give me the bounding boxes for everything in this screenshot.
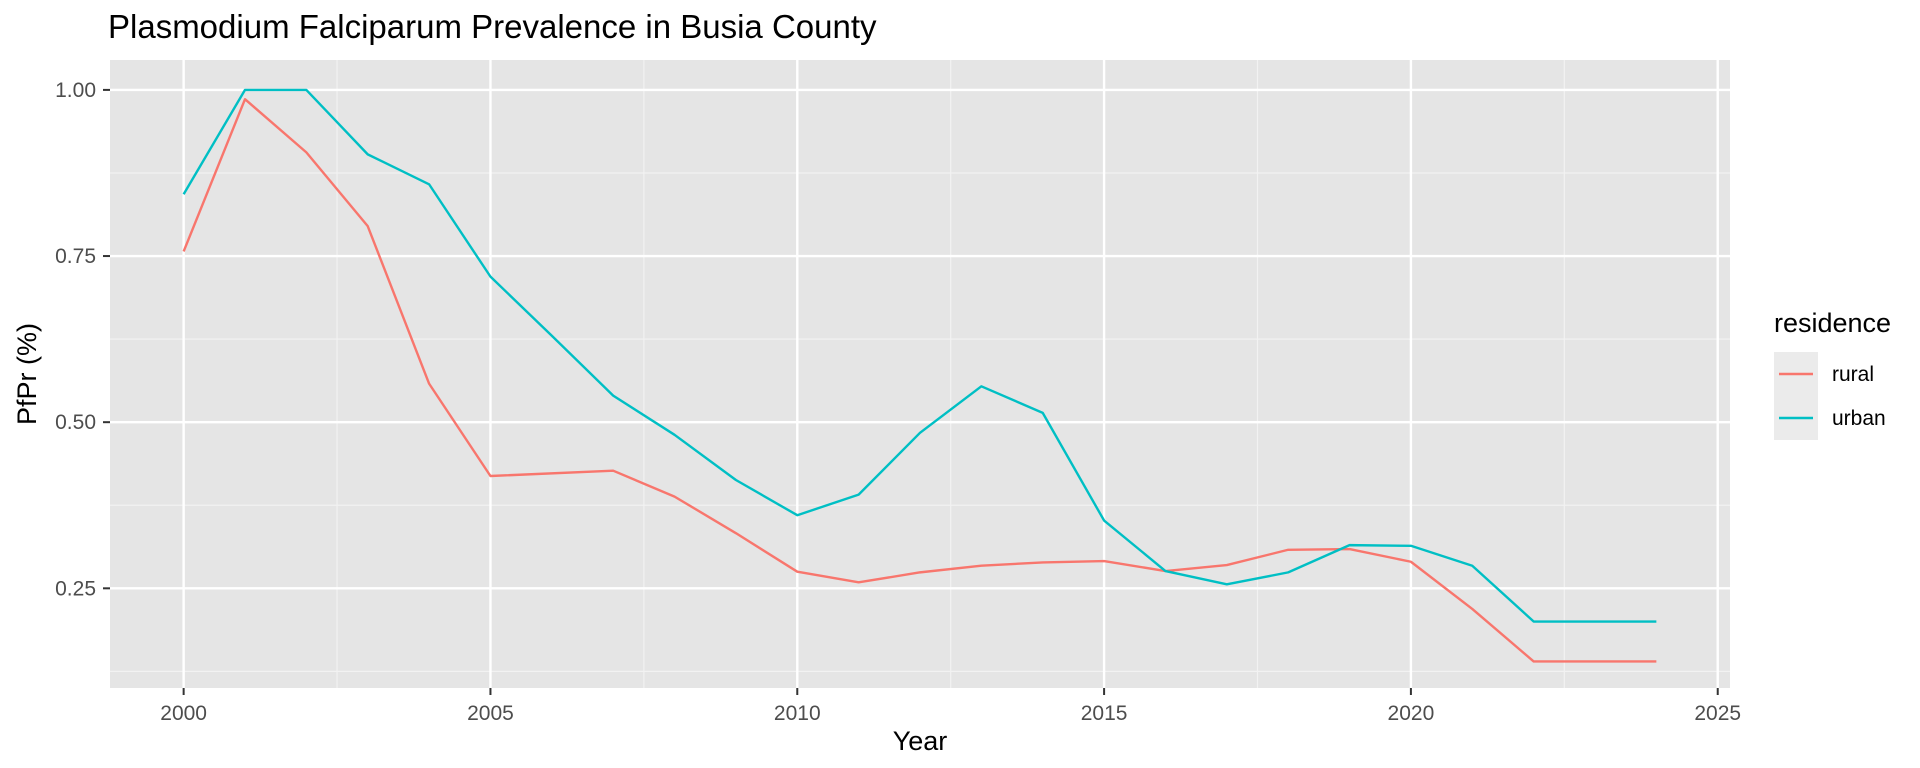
x-tick-label: 2010 — [774, 702, 821, 725]
x-tick-label: 2020 — [1388, 702, 1435, 725]
x-tick-label: 2005 — [467, 702, 514, 725]
x-axis: 2000 2005 2010 2015 2020 2025 — [160, 688, 1741, 725]
legend-items: rural urban — [1774, 352, 1886, 440]
series-line-rural — [182, 98, 1657, 663]
legend-title: residence — [1774, 308, 1891, 338]
y-tick-label: 1.00 — [55, 79, 96, 102]
x-tick-label: 2000 — [160, 702, 207, 725]
x-tick-label: 2025 — [1694, 702, 1741, 725]
x-axis-title: Year — [893, 726, 948, 756]
y-tick-label: 0.50 — [55, 411, 96, 434]
legend-label-urban: urban — [1832, 407, 1886, 430]
plot-panel — [110, 60, 1730, 688]
series-line-urban — [182, 88, 1657, 623]
y-axis: 0.25 0.50 0.75 1.00 — [55, 79, 110, 600]
major-gridlines — [110, 60, 1730, 688]
legend-label-rural: rural — [1832, 363, 1874, 386]
legend: residence rural urban — [1774, 308, 1891, 440]
y-axis-title: PfPr (%) — [12, 323, 42, 425]
x-tick-label: 2015 — [1081, 702, 1128, 725]
y-tick-label: 0.75 — [55, 245, 96, 268]
chart-title: Plasmodium Falciparum Prevalence in Busi… — [108, 8, 877, 45]
series-lines — [182, 88, 1657, 663]
minor-gridlines — [110, 60, 1730, 688]
y-tick-label: 0.25 — [55, 577, 96, 600]
